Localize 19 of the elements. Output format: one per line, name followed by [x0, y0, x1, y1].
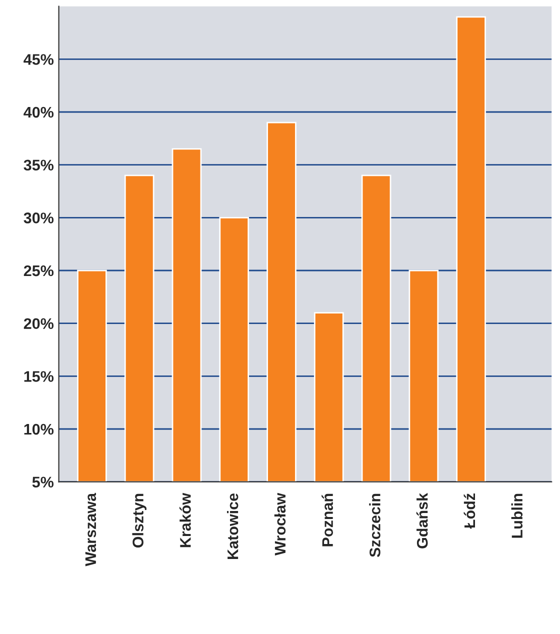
y-tick-label: 15%	[24, 371, 54, 382]
x-tick-label: Warszawa	[85, 492, 96, 566]
y-tick-label: 40%	[24, 106, 54, 118]
x-tick-label: Kraków	[179, 492, 191, 548]
x-tick-label: Poznań	[322, 494, 333, 546]
x-tick-label: Olsztyn	[132, 494, 146, 548]
x-tick-label: Gdańsk	[416, 492, 428, 548]
x-tick-label: Szczecin	[369, 494, 380, 558]
x-tick-label: Łódź	[464, 494, 476, 529]
x-tick-label: Katowice	[227, 493, 238, 559]
y-tick-label: 45%	[24, 54, 54, 65]
y-tick-label: 20%	[24, 318, 54, 330]
y-tick-label: 10%	[24, 424, 54, 435]
y-tick-label: 25%	[24, 265, 54, 276]
y-tick-label: 30%	[24, 212, 54, 224]
x-tick-label: Wrocław	[274, 492, 286, 556]
y-tick-label: 35%	[24, 160, 54, 171]
x-tick-label: Lublin	[511, 494, 523, 538]
y-tick-label: 5%	[32, 476, 54, 488]
